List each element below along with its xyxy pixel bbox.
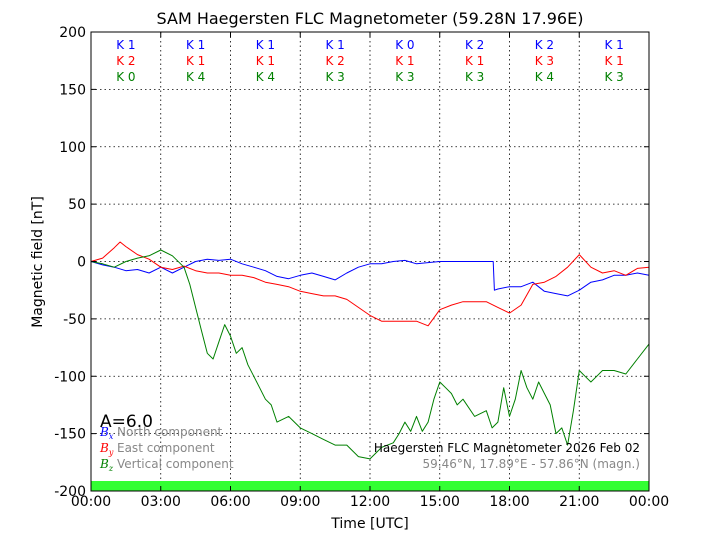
x-tick-label: 18:00 bbox=[489, 494, 529, 510]
east-component-line bbox=[90, 241, 650, 327]
y-tick-label: 200 bbox=[59, 25, 86, 41]
k-index-vertical: K 3 bbox=[604, 70, 623, 84]
vertical-component-line bbox=[90, 249, 650, 460]
y-tick-label: 50 bbox=[68, 197, 86, 213]
legend-label-north: North component bbox=[117, 425, 223, 439]
north-component-line bbox=[90, 258, 650, 297]
k-index-vertical: K 3 bbox=[465, 70, 484, 84]
k-index-north: K 1 bbox=[186, 38, 205, 52]
y-tick-label: 100 bbox=[59, 140, 86, 156]
y-tick-label: -200 bbox=[54, 484, 86, 500]
axis-ticks: 00:00 03:00 06:00 09:00 12:00 15:00 18:00 21:00… bbox=[54, 25, 669, 510]
y-tick-label: 0 bbox=[77, 255, 86, 271]
annotation-title: Haegersten FLC Magnetometer 2026 Feb 02 bbox=[374, 441, 640, 455]
k-index-east: K 2 bbox=[116, 54, 135, 68]
k-index-north: K 2 bbox=[465, 38, 484, 52]
chart-title: SAM Haegersten FLC Magnetometer (59.28N … bbox=[157, 9, 584, 28]
k-index-east: K 1 bbox=[395, 54, 414, 68]
grid bbox=[91, 32, 649, 491]
x-tick-label: 21:00 bbox=[559, 494, 599, 510]
y-tick-label: -150 bbox=[54, 427, 86, 443]
k-index-east: K 3 bbox=[535, 54, 554, 68]
legend-label-east: East component bbox=[117, 441, 215, 455]
y-tick-label: -50 bbox=[63, 312, 86, 328]
k-index-vertical: K 0 bbox=[116, 70, 135, 84]
k-index-vertical: K 4 bbox=[256, 70, 275, 84]
legend-symbol-vertical: Bz bbox=[99, 457, 114, 473]
k-index-north: K 1 bbox=[325, 38, 344, 52]
k-index-east: K 2 bbox=[325, 54, 344, 68]
x-axis-label: Time [UTC] bbox=[330, 516, 408, 532]
x-tick-label: 06:00 bbox=[210, 494, 250, 510]
annotation-coords: 59.46°N, 17.89°E - 57.86°N (magn.) bbox=[423, 457, 640, 471]
k-index-north: K 1 bbox=[116, 38, 135, 52]
k-index-east: K 1 bbox=[465, 54, 484, 68]
legend-symbol-east: By bbox=[99, 441, 114, 457]
k-index-vertical: K 3 bbox=[395, 70, 414, 84]
x-tick-label: 03:00 bbox=[141, 494, 181, 510]
legend-label-vertical: Vertical component bbox=[117, 457, 234, 471]
k-index-east: K 1 bbox=[186, 54, 205, 68]
k-index-east: K 1 bbox=[604, 54, 623, 68]
legend-entry-north: Bx North component bbox=[99, 425, 223, 441]
k-index-table: K 1 K 1 K 1 K 1 K 0 K 2 K 2 K 1 K 2 K 1 K 1 K 2 K 1 K… bbox=[116, 38, 624, 84]
k-index-vertical: K 4 bbox=[186, 70, 205, 84]
k-index-north: K 1 bbox=[256, 38, 275, 52]
k-index-vertical: K 4 bbox=[535, 70, 554, 84]
legend-symbol-north: Bx bbox=[99, 425, 114, 441]
legend-entry-vertical: Bz Vertical component bbox=[99, 457, 234, 473]
k-index-north: K 0 bbox=[395, 38, 414, 52]
x-tick-label: 00:00 bbox=[71, 494, 111, 510]
y-tick-label: 150 bbox=[59, 82, 86, 98]
y-tick-label: -100 bbox=[54, 369, 86, 385]
x-tick-label: 15:00 bbox=[420, 494, 460, 510]
k-index-vertical: K 3 bbox=[325, 70, 344, 84]
series-lines bbox=[90, 241, 650, 460]
k-index-north: K 2 bbox=[535, 38, 554, 52]
k-index-east: K 1 bbox=[256, 54, 275, 68]
k-index-north: K 1 bbox=[604, 38, 623, 52]
legend: Bx North component By East component Bz … bbox=[99, 425, 234, 473]
x-tick-label: 09:00 bbox=[280, 494, 320, 510]
y-axis-label: Magnetic field [nT] bbox=[30, 196, 46, 328]
a-index-label: A=6.0 bbox=[100, 412, 153, 432]
x-tick-label: 12:00 bbox=[350, 494, 390, 510]
legend-entry-east: By East component bbox=[99, 441, 215, 457]
x-tick-label: 00:00 bbox=[629, 494, 669, 510]
